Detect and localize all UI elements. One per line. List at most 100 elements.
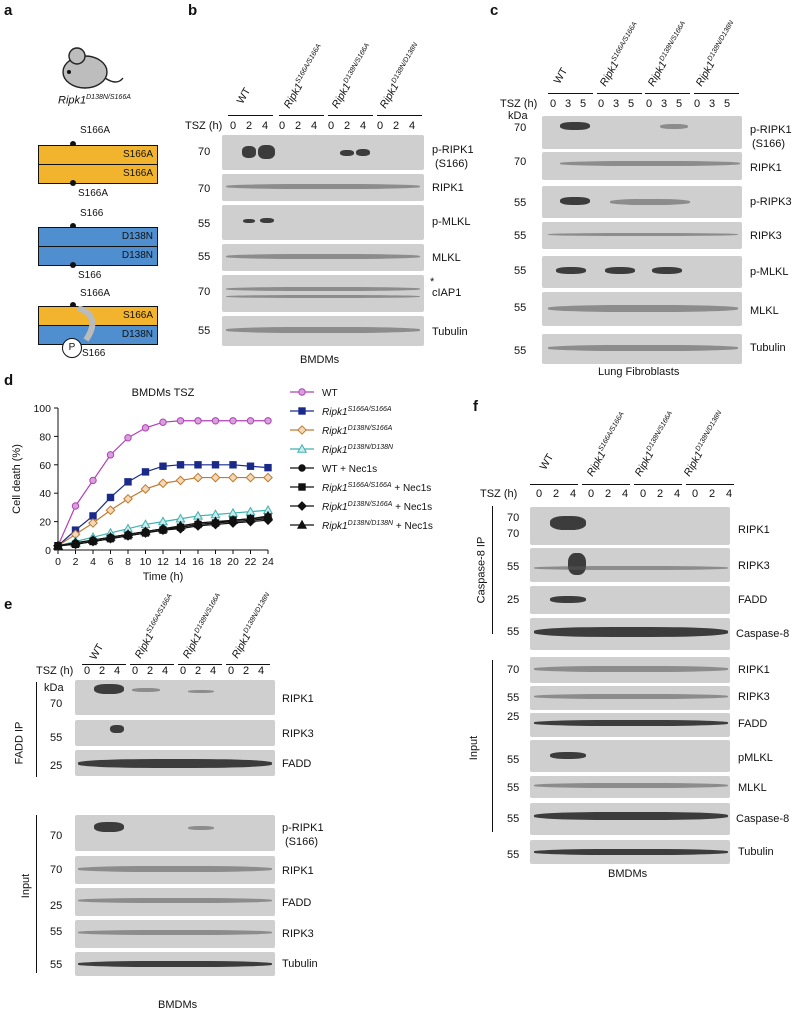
mouse-genotype-label: Ripk1D138N/S166A	[58, 94, 131, 107]
f-mw-1: 70	[507, 528, 520, 540]
band	[548, 305, 738, 312]
timepoint-label: 2	[657, 488, 664, 500]
timepoint-label: 4	[162, 665, 169, 677]
b-group-line	[279, 115, 324, 116]
b-mw-0: 70	[198, 146, 211, 158]
b-tsz-label: TSZ (h)	[185, 120, 223, 132]
timepoint-label: 3	[709, 98, 716, 110]
e-kda-label: kDa	[44, 682, 64, 694]
band	[78, 898, 272, 903]
timepoint-label: 0	[550, 98, 557, 110]
data-point	[264, 463, 272, 472]
legend-label: WT	[322, 388, 338, 399]
band	[605, 267, 635, 274]
b-group-d138n: Ripk1D138N/D138N	[377, 41, 420, 111]
f-ip-label: Caspase-8 IP	[475, 536, 488, 604]
band	[534, 849, 728, 855]
e-mw-3: 70	[50, 830, 63, 842]
data-point	[227, 514, 239, 524]
data-point	[105, 532, 116, 541]
f-protein-ripk3: RIPK3	[738, 691, 770, 703]
band	[560, 161, 740, 166]
f-protein-casp8: Caspase-8	[736, 813, 790, 825]
e-mw-2: 25	[50, 760, 63, 772]
e-protein-ripk1: RIPK1	[282, 865, 314, 877]
diagram1-box1-label: S166A	[122, 149, 153, 160]
timepoint-label: 2	[709, 488, 716, 500]
band	[356, 149, 370, 156]
band	[534, 720, 728, 726]
band	[550, 516, 586, 530]
band	[94, 684, 124, 694]
x-tick-label: 16	[192, 556, 204, 568]
data-point	[229, 417, 237, 425]
c-protein-ripk3: RIPK3	[750, 230, 782, 242]
b-protein-mlkl: MLKL	[432, 252, 461, 264]
c-footer: Lung Fibroblasts	[598, 366, 680, 378]
data-point	[123, 493, 133, 504]
data-point	[210, 472, 221, 483]
timepoint-label: 2	[246, 120, 253, 132]
timepoint-label: 3	[613, 98, 620, 110]
b-group-line	[328, 115, 373, 116]
e-protein-fadd-ip: FADD	[282, 758, 312, 770]
data-point	[124, 434, 132, 442]
legend-marker	[296, 519, 308, 529]
band	[78, 930, 272, 935]
y-axis-label: Cell death (%)	[11, 444, 23, 514]
timepoint-label: 0	[536, 488, 543, 500]
c-group-d138n-s166a: Ripk1D138N/S166A	[645, 20, 688, 89]
timepoint-label: 0	[228, 665, 235, 677]
band	[548, 233, 738, 236]
x-tick-label: 2	[73, 556, 79, 568]
f-group-line	[634, 484, 682, 485]
e-group-line	[82, 664, 126, 665]
x-axis-label: Time (h)	[143, 571, 184, 583]
timepoint-label: 2	[393, 120, 400, 132]
legend-label: Ripk1S166A/S166A + Nec1s	[322, 482, 431, 494]
x-tick-label: 24	[262, 556, 274, 568]
timepoint-label: 0	[328, 120, 335, 132]
band	[78, 759, 272, 768]
timepoint-label: 4	[726, 488, 733, 500]
band	[260, 218, 274, 223]
c-protein-mlkl: MLKL	[750, 305, 779, 317]
e-protein-pripk1-site: (S166)	[285, 836, 319, 848]
b-mw-3: 55	[198, 251, 211, 263]
panel-letter-c: c	[490, 2, 499, 19]
e-blot-ripk3-ip	[75, 720, 275, 746]
c-kda-label: kDa	[508, 110, 528, 122]
data-point	[106, 493, 115, 502]
e-blot-pripk1	[75, 815, 275, 851]
data-point	[211, 461, 220, 469]
band	[226, 184, 420, 189]
c-mw-1: 70	[514, 156, 527, 168]
x-tick-label: 4	[90, 556, 96, 568]
legend-marker	[296, 443, 308, 453]
timepoint-label: 0	[279, 120, 286, 132]
b-mw-5: 55	[198, 325, 211, 337]
timepoint-label: 4	[674, 488, 681, 500]
y-tick-label: 0	[45, 545, 51, 557]
band	[242, 146, 256, 158]
e-ip-label: FADD IP	[13, 721, 26, 765]
e-group-line	[178, 664, 222, 665]
b-protein-tubulin: Tubulin	[432, 326, 468, 338]
c-group-line	[694, 93, 739, 94]
b-mw-1: 70	[198, 183, 211, 195]
timepoint-label: 4	[258, 665, 265, 677]
b-group-d138n-s166a: Ripk1D138N/S166A	[329, 42, 372, 111]
diagram2-box1: D138N	[38, 227, 158, 247]
data-point	[52, 540, 64, 550]
x-tick-label: 0	[55, 556, 61, 568]
site-dot	[70, 223, 76, 229]
f-group-s166a: Ripk1S166A/S166A	[584, 410, 626, 479]
b-group-line	[377, 115, 422, 116]
data-point	[175, 475, 186, 486]
e-group-d138n: Ripk1D138N/D138N	[229, 591, 272, 661]
data-point	[229, 461, 237, 469]
timepoint-label: 4	[311, 120, 318, 132]
y-tick-label: 80	[39, 431, 51, 443]
timepoint-label: 0	[180, 665, 187, 677]
